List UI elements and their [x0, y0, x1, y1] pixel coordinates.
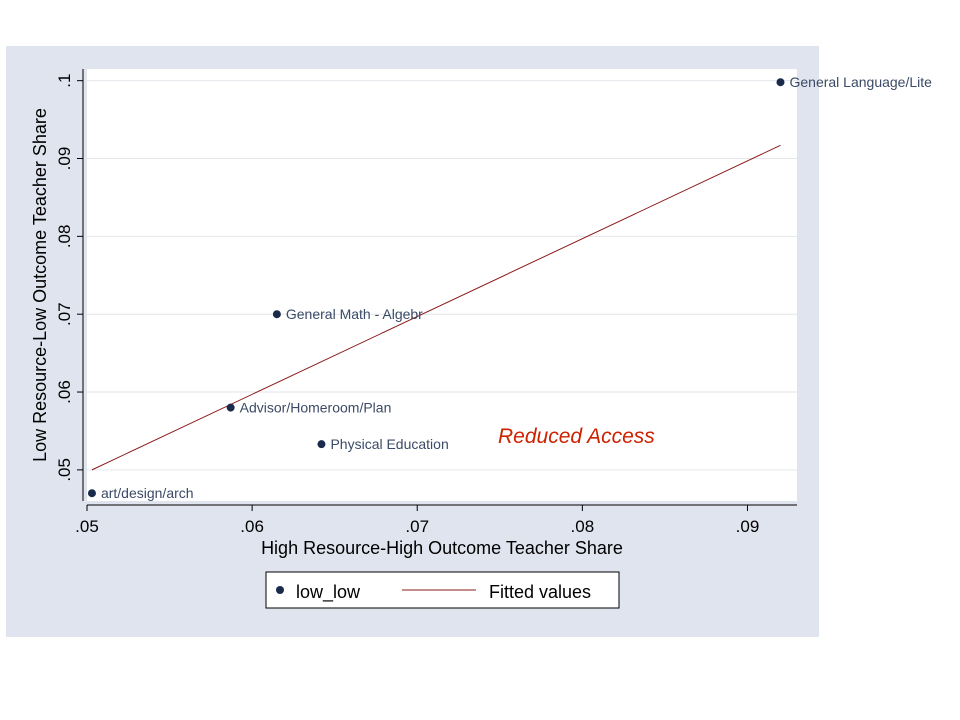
y-axis-title: Low Resource-Low Outcome Teacher Share	[30, 108, 50, 462]
data-point-0	[87, 489, 96, 498]
legend-marker-low-low	[276, 586, 284, 594]
x-tick-label-1: .06	[240, 517, 264, 536]
y-tick-label-3: .08	[55, 225, 74, 249]
x-tick-label-2: .07	[405, 517, 429, 536]
gridlines	[87, 80, 797, 471]
x-axis-title: High Resource-High Outcome Teacher Share	[261, 538, 623, 558]
legend-box	[265, 571, 620, 609]
plot-area	[87, 69, 797, 501]
data-point-label-2: General Math - Algebr	[286, 306, 423, 322]
y-ticks: .05 .06 .07 .08 .09 .1	[55, 74, 83, 482]
data-point-1	[226, 403, 235, 412]
y-tick-label-2: .07	[55, 302, 74, 326]
fitted-line-group	[91, 144, 781, 471]
annotation-reduced-access: Reduced Access	[498, 425, 655, 448]
data-point-label-3: Physical Education	[330, 436, 448, 452]
x-tick-label-3: .08	[571, 517, 595, 536]
y-tick-label-4: .09	[55, 147, 74, 171]
y-tick-label-5: .1	[55, 74, 74, 88]
data-point-label-4: General Language/Lite	[789, 74, 932, 90]
x-tick-label-0: .05	[75, 517, 99, 536]
y-tick-label-0: .05	[55, 458, 74, 482]
scatter-points: art/design/arch Advisor/Homeroom/Plan Gene…	[87, 74, 932, 501]
x-ticks: .05 .06 .07 .08 .09	[75, 505, 759, 536]
y-tick-label-1: .06	[55, 380, 74, 404]
fitted-values-line	[91, 144, 781, 471]
legend-label-fitted: Fitted values	[489, 582, 591, 602]
data-point-label-0: art/design/arch	[101, 485, 194, 501]
legend-label-low-low: low_low	[296, 582, 361, 603]
x-tick-label-4: .09	[736, 517, 760, 536]
data-point-2	[272, 310, 281, 319]
data-point-4	[776, 78, 785, 87]
data-point-3	[317, 440, 326, 449]
legend: low_low Fitted values	[265, 571, 620, 609]
data-point-label-1: Advisor/Homeroom/Plan	[240, 400, 392, 416]
